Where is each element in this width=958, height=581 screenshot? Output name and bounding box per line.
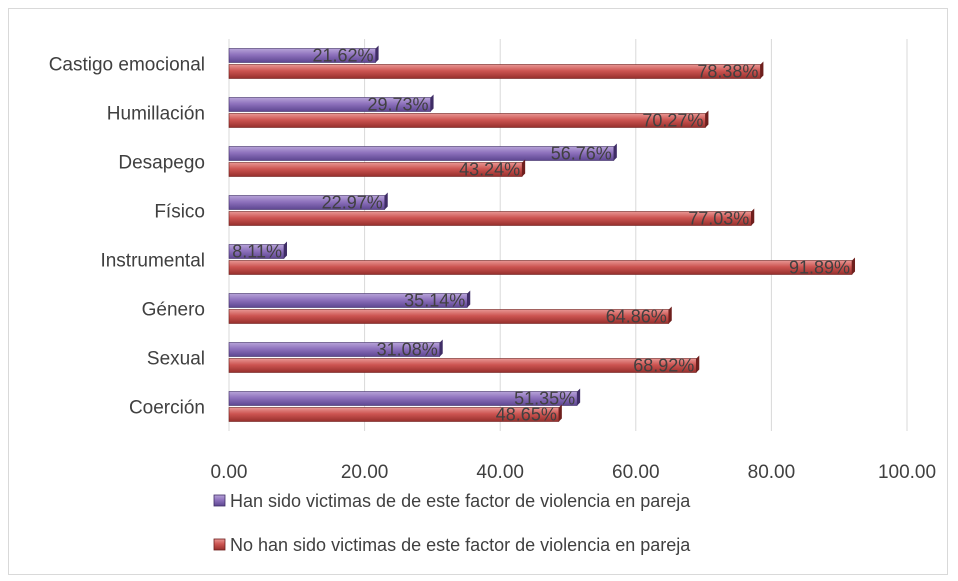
bar-side (439, 339, 443, 357)
category-label: Desapego (118, 153, 205, 174)
x-tick-label: 80.00 (748, 462, 796, 483)
category-label: Coerción (129, 398, 205, 419)
bar-side (577, 388, 581, 406)
legend-label: No han sido victimas de este factor de v… (230, 535, 691, 555)
bar-side (705, 110, 709, 128)
legend: Han sido victimas de de este factor de v… (213, 491, 691, 555)
category-label: Humillación (107, 104, 205, 125)
data-label: 8.11% (232, 242, 282, 262)
data-label: 77.03% (688, 209, 749, 229)
category-label: Físico (154, 202, 205, 223)
data-label: 21.62% (313, 46, 374, 66)
legend-label: Han sido victimas de de este factor de v… (230, 491, 691, 511)
data-label: 43.24% (459, 160, 520, 180)
bar (228, 211, 752, 226)
x-tick-label: 0.00 (211, 462, 248, 483)
data-label: 31.08% (377, 340, 438, 360)
bar-side (430, 94, 434, 112)
bar-side (760, 61, 764, 79)
x-tick-label: 40.00 (476, 462, 524, 483)
category-label: Castigo emocional (49, 55, 205, 76)
legend-swatch (213, 538, 226, 551)
bar-side (668, 306, 672, 324)
bar-side (852, 257, 856, 275)
data-label: 51.35% (514, 389, 575, 409)
data-label: 48.65% (496, 405, 557, 425)
bar (228, 113, 706, 128)
category-label: Instrumental (100, 251, 205, 272)
bar-side (558, 404, 562, 422)
category-axis: Castigo emocional Humillación Desapego Físi… (49, 55, 205, 419)
bars (228, 45, 856, 422)
data-label: 70.27% (642, 111, 703, 131)
chart-frame: 21.62% 78.38% 29.73% 70.27% 56.76% 43.24% 22.9… (8, 8, 948, 575)
bar-side (467, 290, 471, 308)
data-label: 78.38% (697, 62, 758, 82)
category-label: Sexual (147, 349, 205, 370)
category-label: Género (142, 300, 205, 321)
bar-side (384, 192, 388, 210)
bar-side (375, 45, 379, 63)
data-label: 35.14% (404, 291, 465, 311)
data-label: 91.89% (789, 258, 850, 278)
data-label: 64.86% (606, 307, 667, 327)
legend-swatch (213, 494, 226, 507)
x-tick-label: 60.00 (612, 462, 660, 483)
bar-side (751, 208, 755, 226)
value-axis: 0.00 20.00 40.00 60.00 80.00 100.00 (211, 462, 937, 483)
bar (228, 358, 697, 373)
data-label: 56.76% (551, 144, 612, 164)
bar (228, 260, 853, 275)
bar-side (283, 241, 287, 259)
bar (228, 146, 615, 161)
x-tick-label: 100.00 (878, 462, 936, 483)
bar (228, 309, 670, 324)
bar-side (696, 355, 700, 373)
bar-chart: 21.62% 78.38% 29.73% 70.27% 56.76% 43.24% 22.9… (49, 39, 937, 555)
x-tick-label: 20.00 (341, 462, 389, 483)
bar (228, 64, 761, 79)
data-label: 22.97% (322, 193, 383, 213)
bar-side (522, 159, 526, 177)
data-label: 29.73% (368, 95, 429, 115)
data-labels: 21.62% 78.38% 29.73% 70.27% 56.76% 43.24% 22.9… (232, 46, 850, 425)
data-label: 68.92% (633, 356, 694, 376)
bar-side (613, 143, 617, 161)
